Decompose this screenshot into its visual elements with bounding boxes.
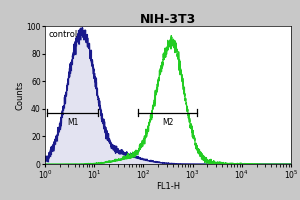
Text: control: control bbox=[49, 30, 78, 39]
Text: M1: M1 bbox=[67, 118, 79, 127]
Y-axis label: Counts: Counts bbox=[16, 80, 25, 110]
Title: NIH-3T3: NIH-3T3 bbox=[140, 13, 196, 26]
X-axis label: FL1-H: FL1-H bbox=[156, 182, 180, 191]
Text: M2: M2 bbox=[162, 118, 173, 127]
